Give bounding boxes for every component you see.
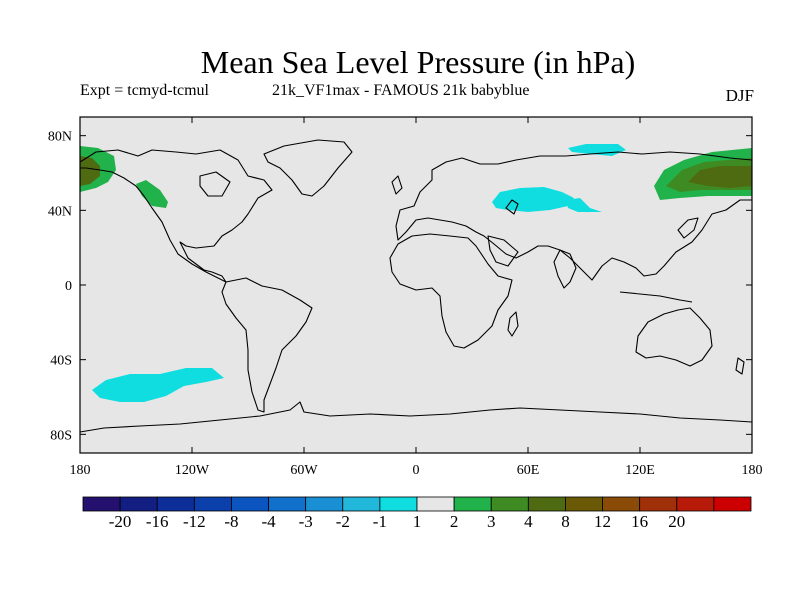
colorbar-label: -2 bbox=[336, 512, 350, 531]
colorbar-swatch bbox=[453, 496, 492, 512]
map-axes: 80N 40N 0 40S 80S 180 120W 60W 0 60E 120E 180 bbox=[48, 117, 763, 478]
plot-title: Mean Sea Level Pressure (in hPa) bbox=[200, 44, 636, 80]
colorbar-label: 2 bbox=[450, 512, 459, 531]
colorbar-label: 4 bbox=[524, 512, 533, 531]
colorbar-swatch bbox=[342, 496, 381, 512]
madagascar-coast bbox=[507, 311, 519, 337]
south-america-coast bbox=[221, 277, 313, 413]
lon-tick-label: 180 bbox=[70, 463, 91, 478]
uk-coast bbox=[391, 175, 403, 195]
lat-tick-label: 80N bbox=[48, 130, 72, 145]
hudson-bay-coast bbox=[199, 171, 231, 197]
colorbar-swatch bbox=[305, 496, 344, 512]
lat-tick-label: 40N bbox=[48, 204, 72, 219]
canada-positive-anomaly-3 bbox=[80, 156, 100, 186]
caspian-sea-coast bbox=[505, 199, 519, 215]
map-background bbox=[80, 117, 752, 453]
central-asia-negative-anomaly-tail bbox=[566, 198, 602, 212]
north-america-coast bbox=[80, 149, 273, 283]
india-coast bbox=[553, 249, 577, 289]
pacific-positive-anomaly bbox=[136, 180, 168, 208]
colorbar-swatch bbox=[602, 496, 641, 512]
colorbar-swatch bbox=[527, 496, 566, 512]
colorbar-label: -12 bbox=[183, 512, 206, 531]
colorbar-swatch bbox=[156, 496, 195, 512]
colorbar-swatch bbox=[490, 496, 529, 512]
lat-tick-label: 0 bbox=[65, 279, 72, 294]
colorbar-label: -3 bbox=[299, 512, 313, 531]
colorbar-label: 12 bbox=[594, 512, 611, 531]
new-zealand-coast bbox=[735, 357, 745, 375]
experiment-label: Expt = tcmyd-tcmul bbox=[80, 82, 209, 99]
arabia-coast bbox=[487, 235, 519, 267]
lon-tick-label: 60E bbox=[517, 463, 540, 478]
colorbar-swatch bbox=[565, 496, 603, 512]
experiment-description: 21k_VF1max - FAMOUS 21k babyblue bbox=[272, 82, 530, 99]
colorbar-label: 20 bbox=[668, 512, 685, 531]
colorbar-swatch bbox=[193, 496, 232, 512]
siberia-positive-anomaly-4 bbox=[688, 166, 752, 188]
colorbar-swatch bbox=[416, 496, 455, 512]
africa-coast bbox=[389, 233, 513, 349]
lon-tick-label: 0 bbox=[413, 463, 420, 478]
colorbar-swatch bbox=[231, 496, 269, 512]
colorbar-label: -8 bbox=[224, 512, 238, 531]
colorbar-swatch bbox=[82, 496, 121, 512]
lat-tick-label: 40S bbox=[50, 354, 72, 369]
lat-tick-label: 80S bbox=[50, 428, 72, 443]
colorbar-swatch bbox=[379, 496, 418, 512]
colorbar-label: -4 bbox=[261, 512, 276, 531]
season-label: DJF bbox=[725, 86, 754, 105]
greenland-coast bbox=[263, 139, 353, 197]
colorbar-label: 3 bbox=[487, 512, 496, 531]
lon-tick-label: 120E bbox=[625, 463, 655, 478]
colorbar-swatch bbox=[713, 496, 752, 512]
lon-tick-label: 180 bbox=[742, 463, 763, 478]
colorbar-label: 16 bbox=[631, 512, 648, 531]
colorbar-label: -20 bbox=[109, 512, 132, 531]
colorbar-label: 1 bbox=[413, 512, 422, 531]
coastlines bbox=[80, 139, 752, 433]
colorbar-label: -16 bbox=[146, 512, 169, 531]
colorbar: -20 -16 -12 -8 -4 -3 -2 -1 1 2 3 4 8 12 16 20 bbox=[82, 496, 752, 531]
australia-coast bbox=[635, 307, 713, 367]
colorbar-swatch bbox=[119, 496, 158, 512]
colorbar-label: 8 bbox=[561, 512, 570, 531]
japan-coast bbox=[677, 217, 699, 239]
anomaly-shading bbox=[80, 144, 752, 402]
lon-tick-label: 120W bbox=[175, 463, 210, 478]
colorbar-swatch bbox=[268, 496, 307, 512]
eurasia-coast bbox=[395, 151, 752, 281]
indonesia-coast bbox=[619, 291, 693, 303]
antarctica-coast bbox=[80, 401, 752, 433]
south-pacific-negative-anomaly bbox=[92, 368, 224, 402]
colorbar-label: -1 bbox=[373, 512, 387, 531]
central-asia-negative-anomaly bbox=[492, 187, 574, 212]
colorbar-swatch bbox=[639, 496, 678, 512]
colorbar-swatch bbox=[676, 496, 715, 512]
lon-tick-label: 60W bbox=[290, 463, 318, 478]
